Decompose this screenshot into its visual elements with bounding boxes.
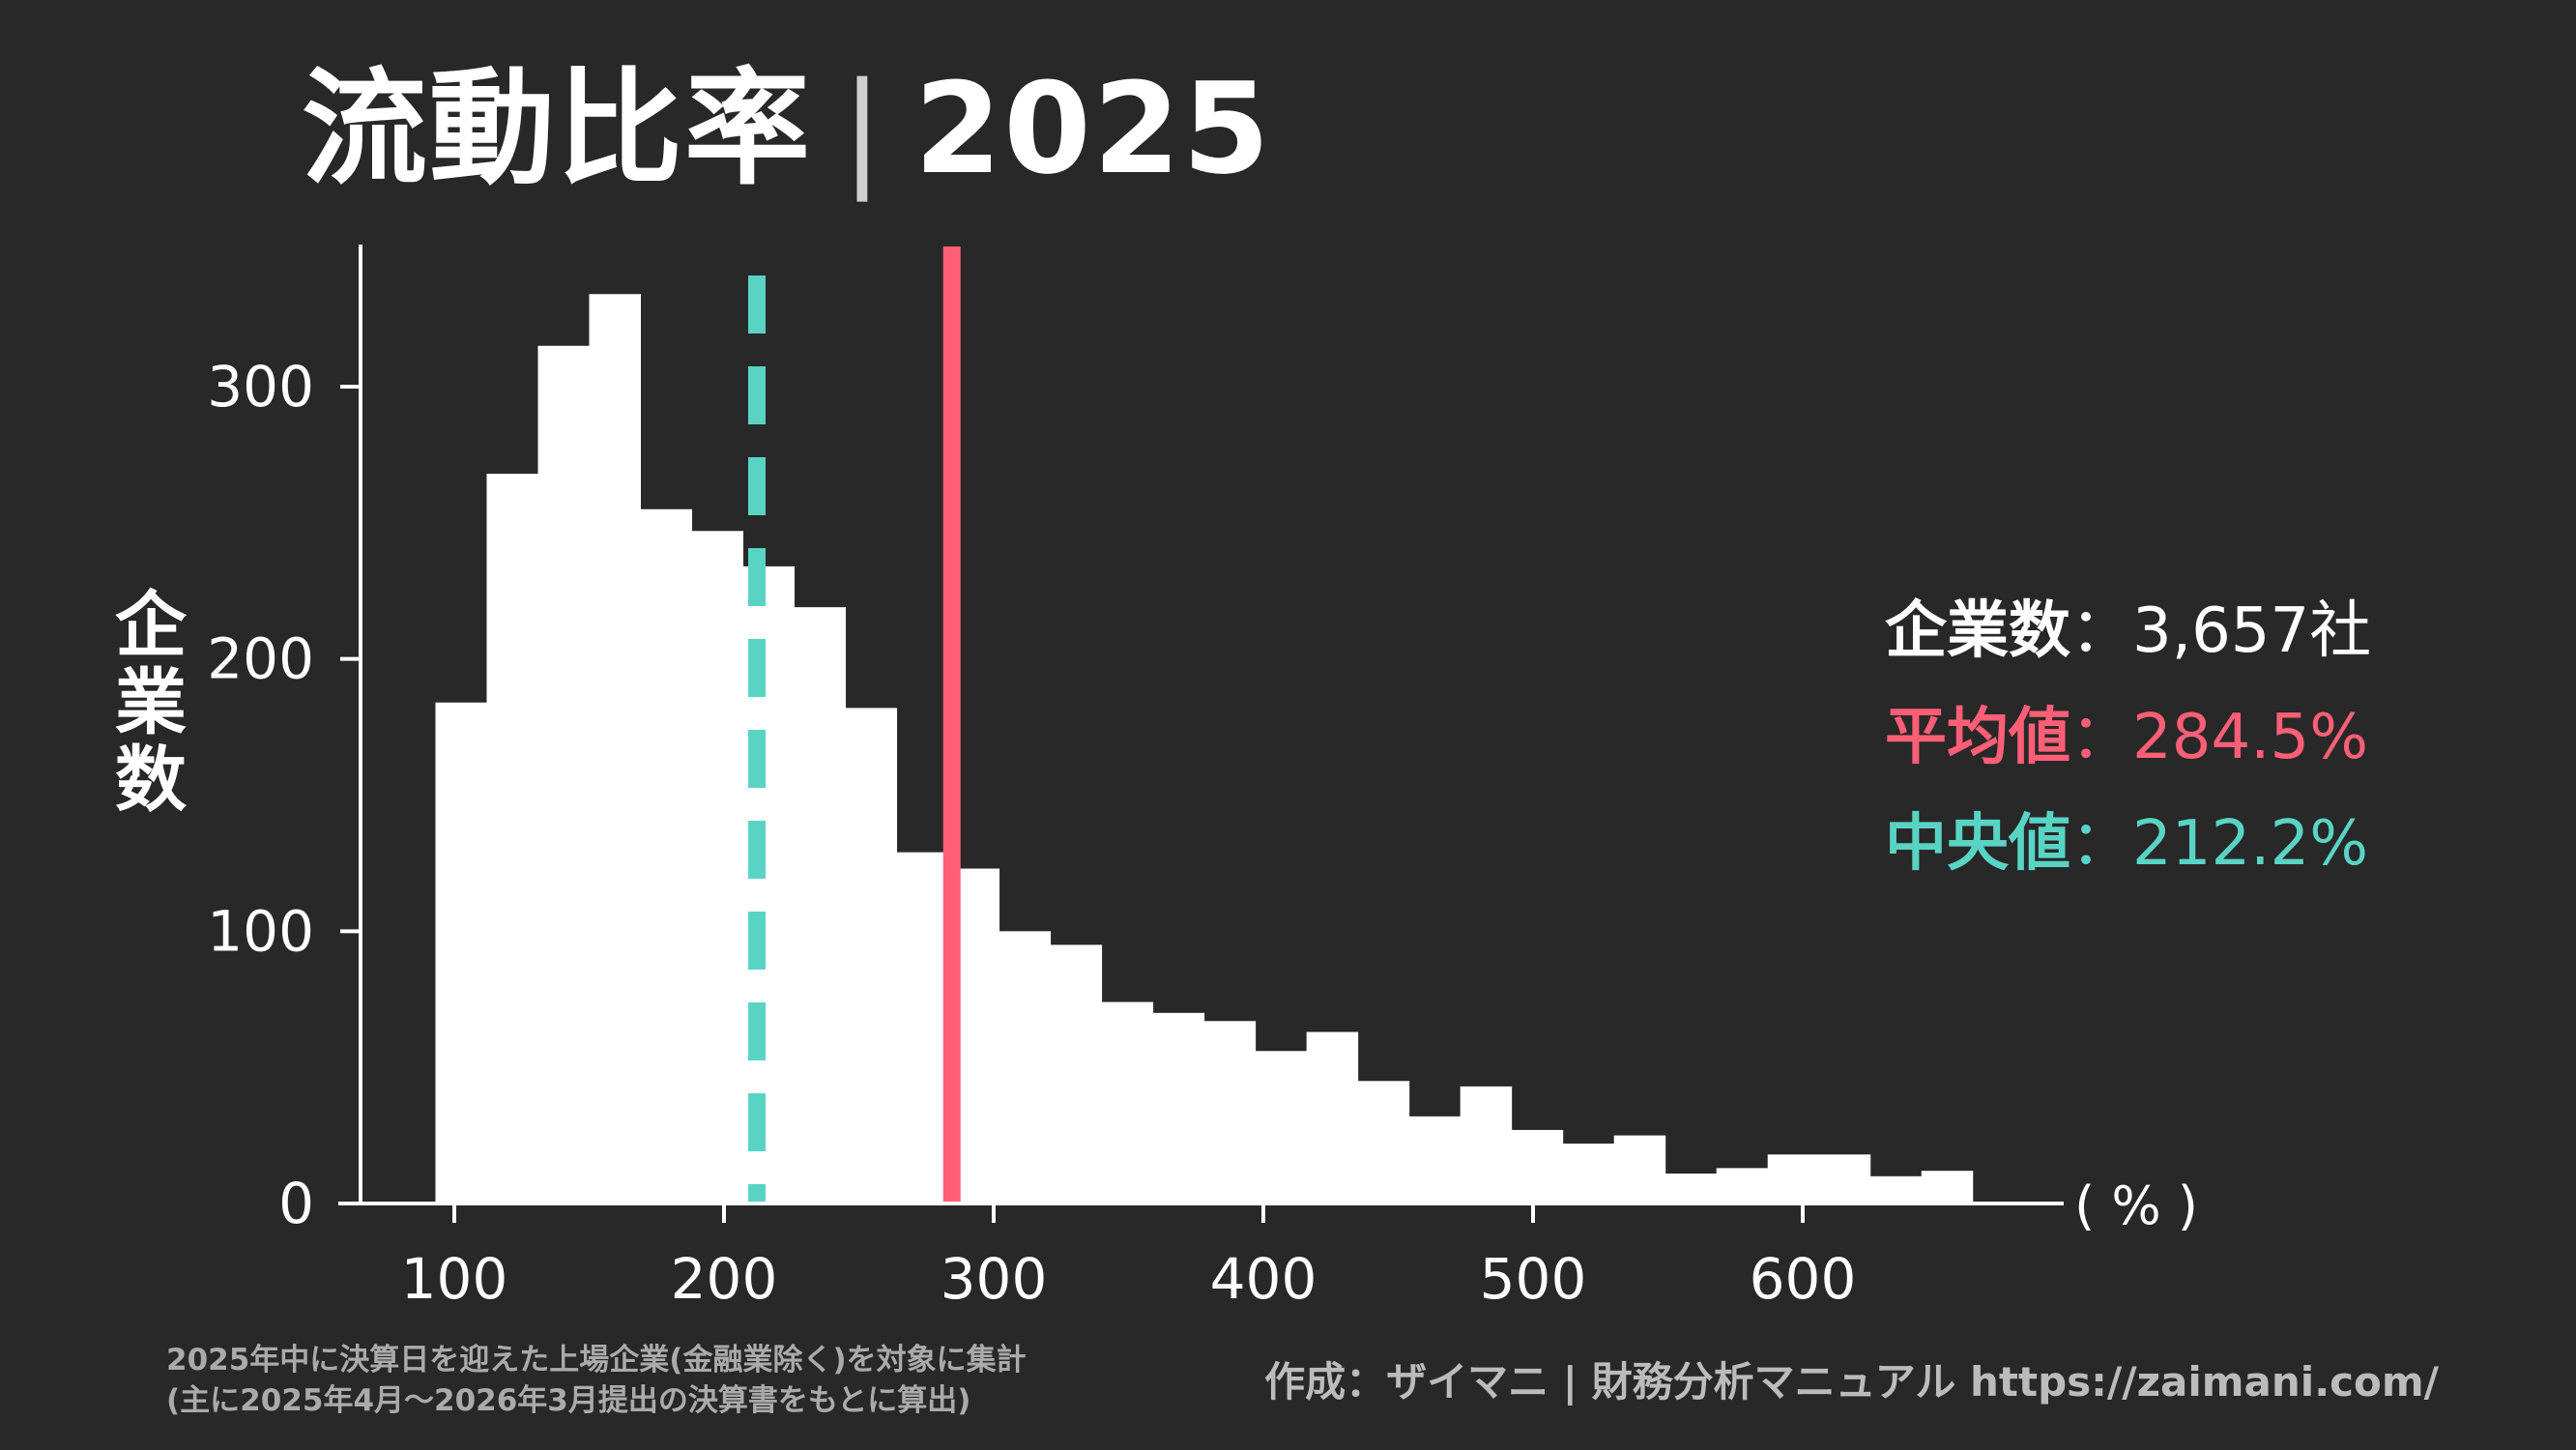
histogram-bar: [1716, 1168, 1769, 1204]
histogram-bar: [999, 931, 1052, 1204]
stat-mean-label: 平均値: [1885, 702, 2070, 773]
histogram-bar: [845, 708, 898, 1204]
histogram-bar: [486, 474, 538, 1204]
y-axis-label-char: 企: [115, 584, 188, 667]
histogram-bar: [1921, 1171, 1974, 1204]
histogram-bar: [435, 702, 487, 1204]
stat-median: 中央値：212.2%: [1885, 791, 2371, 897]
histogram-bar: [1767, 1154, 1820, 1204]
chart-title: 流動比率 | 2025: [302, 66, 1272, 191]
x-tick-label: 300: [941, 1246, 1048, 1312]
footnote-line-1: 2025年中に決算日を迎えた上場企業(金融業除く)を対象に集計: [166, 1343, 1027, 1378]
stats-panel: 企業数：3,657社 平均値：284.5% 中央値：212.2%: [1885, 578, 2371, 897]
y-tick-label: 0: [278, 1171, 314, 1236]
y-tick-label: 200: [207, 626, 314, 692]
histogram-bar: [1869, 1175, 1923, 1204]
stat-count: 企業数：3,657社: [1885, 578, 2371, 684]
credit-text: 作成：ザイマニ | 財務分析マニュアル https://zaimani.com/: [1264, 1358, 2439, 1406]
histogram-bar: [1818, 1154, 1871, 1204]
histogram-bar: [1562, 1144, 1615, 1204]
histogram-bar: [589, 294, 642, 1204]
histogram-bar: [1306, 1031, 1359, 1204]
stat-mean-colon: ：: [2070, 702, 2132, 773]
histogram-bar: [1511, 1129, 1564, 1204]
stat-median-value: 212.2%: [2132, 808, 2369, 880]
stat-mean-value: 284.5%: [2132, 702, 2369, 773]
histogram-bar: [1357, 1081, 1410, 1204]
histogram-bar: [1460, 1086, 1513, 1204]
x-tick-label: 500: [1480, 1246, 1587, 1312]
histogram-bar: [1255, 1051, 1308, 1204]
x-axis-unit: ( % ): [2074, 1175, 2198, 1236]
histogram-bar: [691, 531, 744, 1204]
y-axis-label-char: 数: [115, 739, 187, 822]
stat-count-label: 企業数: [1885, 595, 2070, 667]
histogram-bar: [537, 345, 590, 1204]
y-tick-label: 300: [207, 354, 314, 420]
footnote: 2025年中に決算日を迎えた上場企業(金融業除く)を対象に集計 (主に2025年…: [166, 1340, 1027, 1421]
histogram-bar: [1408, 1116, 1462, 1204]
stat-mean: 平均値：284.5%: [1885, 684, 2371, 791]
title-separator: |: [841, 55, 885, 202]
stat-count-value: 3,657社: [2132, 595, 2372, 667]
histogram-bar: [640, 508, 693, 1204]
x-tick-label: 100: [401, 1246, 508, 1312]
histogram-bar: [1152, 1012, 1205, 1204]
histogram-bar: [794, 607, 847, 1204]
footnote-line-2: (主に2025年4月〜2026年3月提出の決算書をもとに算出): [166, 1383, 971, 1418]
stat-count-colon: ：: [2070, 595, 2132, 667]
title-main: 流動比率: [302, 55, 813, 202]
histogram-bar: [896, 852, 949, 1204]
histogram-bar: [1101, 1001, 1154, 1204]
histogram-bar: [1050, 944, 1103, 1204]
histogram-bar: [1613, 1135, 1666, 1204]
title-year: 2025: [913, 55, 1272, 202]
x-tick-label: 200: [671, 1246, 778, 1312]
x-tick-label: 400: [1210, 1246, 1317, 1312]
stat-median-label: 中央値: [1885, 808, 2070, 880]
y-axis-label-char: 業: [115, 661, 187, 744]
histogram-bar: [1203, 1021, 1257, 1204]
x-tick-label: 600: [1750, 1246, 1857, 1312]
stat-median-colon: ：: [2070, 808, 2132, 880]
histogram-bar: [1664, 1174, 1718, 1204]
y-tick-label: 100: [207, 898, 314, 964]
